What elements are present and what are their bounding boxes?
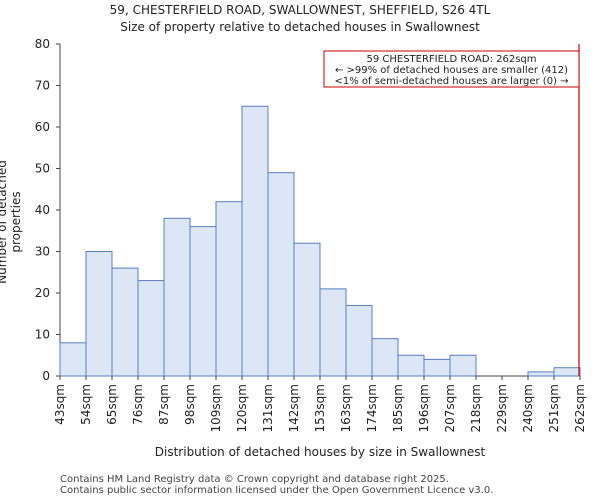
x-tick-label: 207sqm	[443, 384, 457, 432]
y-tick-label: 0	[42, 369, 50, 383]
bar	[59, 342, 87, 377]
bar	[85, 251, 113, 377]
x-tick-label: 76sqm	[131, 384, 145, 425]
bar	[527, 371, 555, 377]
bar	[553, 367, 581, 377]
footer-copyright: Contains HM Land Registry data © Crown c…	[60, 474, 449, 485]
x-tick-label: 240sqm	[521, 384, 535, 432]
x-tick-label: 109sqm	[209, 384, 223, 432]
bar	[449, 354, 477, 377]
bar	[137, 280, 165, 377]
bar	[293, 242, 321, 377]
x-tick-label: 120sqm	[235, 384, 249, 432]
x-tick-label: 131sqm	[261, 384, 275, 432]
bar	[215, 201, 243, 377]
bar	[111, 267, 139, 377]
y-tick-label: 30	[35, 245, 50, 259]
x-tick-label: 65sqm	[105, 384, 119, 425]
bar	[345, 304, 373, 377]
bar	[423, 358, 451, 377]
x-tick-label: 87sqm	[157, 384, 171, 425]
y-axis-label: Number of detached properties	[0, 160, 23, 284]
annotation-larger: <1% of semi-detached houses are larger (…	[334, 76, 568, 87]
bar	[241, 105, 269, 377]
y-tick-label: 40	[35, 203, 50, 217]
bar	[189, 226, 217, 377]
x-tick-label: 262sqm	[573, 384, 587, 432]
x-tick-label: 174sqm	[365, 384, 379, 432]
bar	[397, 354, 425, 377]
annotation-smaller: ← >99% of detached houses are smaller (4…	[335, 65, 568, 76]
annotation-box	[323, 50, 580, 88]
x-tick-label: 218sqm	[469, 384, 483, 432]
y-tick-label: 10	[35, 328, 50, 342]
x-tick-label: 229sqm	[495, 384, 509, 432]
x-tick-label: 142sqm	[287, 384, 301, 432]
x-tick-label: 196sqm	[417, 384, 431, 432]
y-tick-label: 80	[35, 37, 50, 51]
x-tick-label: 153sqm	[313, 384, 327, 432]
bar	[163, 217, 191, 377]
y-tick-label: 70	[35, 79, 50, 93]
bar	[319, 288, 347, 377]
bar	[371, 338, 399, 377]
x-tick-label: 43sqm	[53, 384, 67, 425]
chart-subtitle: Size of property relative to detached ho…	[120, 20, 480, 34]
x-axis-label: Distribution of detached houses by size …	[154, 445, 486, 459]
x-tick-label: 251sqm	[547, 384, 561, 432]
annotation-title: 59 CHESTERFIELD ROAD: 262sqm	[366, 54, 536, 65]
x-tick-label: 54sqm	[79, 384, 93, 425]
bar	[267, 172, 295, 377]
chart-title: 59, CHESTERFIELD ROAD, SWALLOWNEST, SHEF…	[109, 3, 491, 17]
x-tick-label: 163sqm	[339, 384, 353, 432]
x-tick-label: 185sqm	[391, 384, 405, 432]
y-tick-label: 60	[35, 120, 50, 134]
y-tick-label: 20	[35, 286, 50, 300]
footer-licence: Contains public sector information licen…	[60, 485, 494, 496]
y-tick-label: 50	[35, 162, 50, 176]
x-tick-label: 98sqm	[183, 384, 197, 425]
